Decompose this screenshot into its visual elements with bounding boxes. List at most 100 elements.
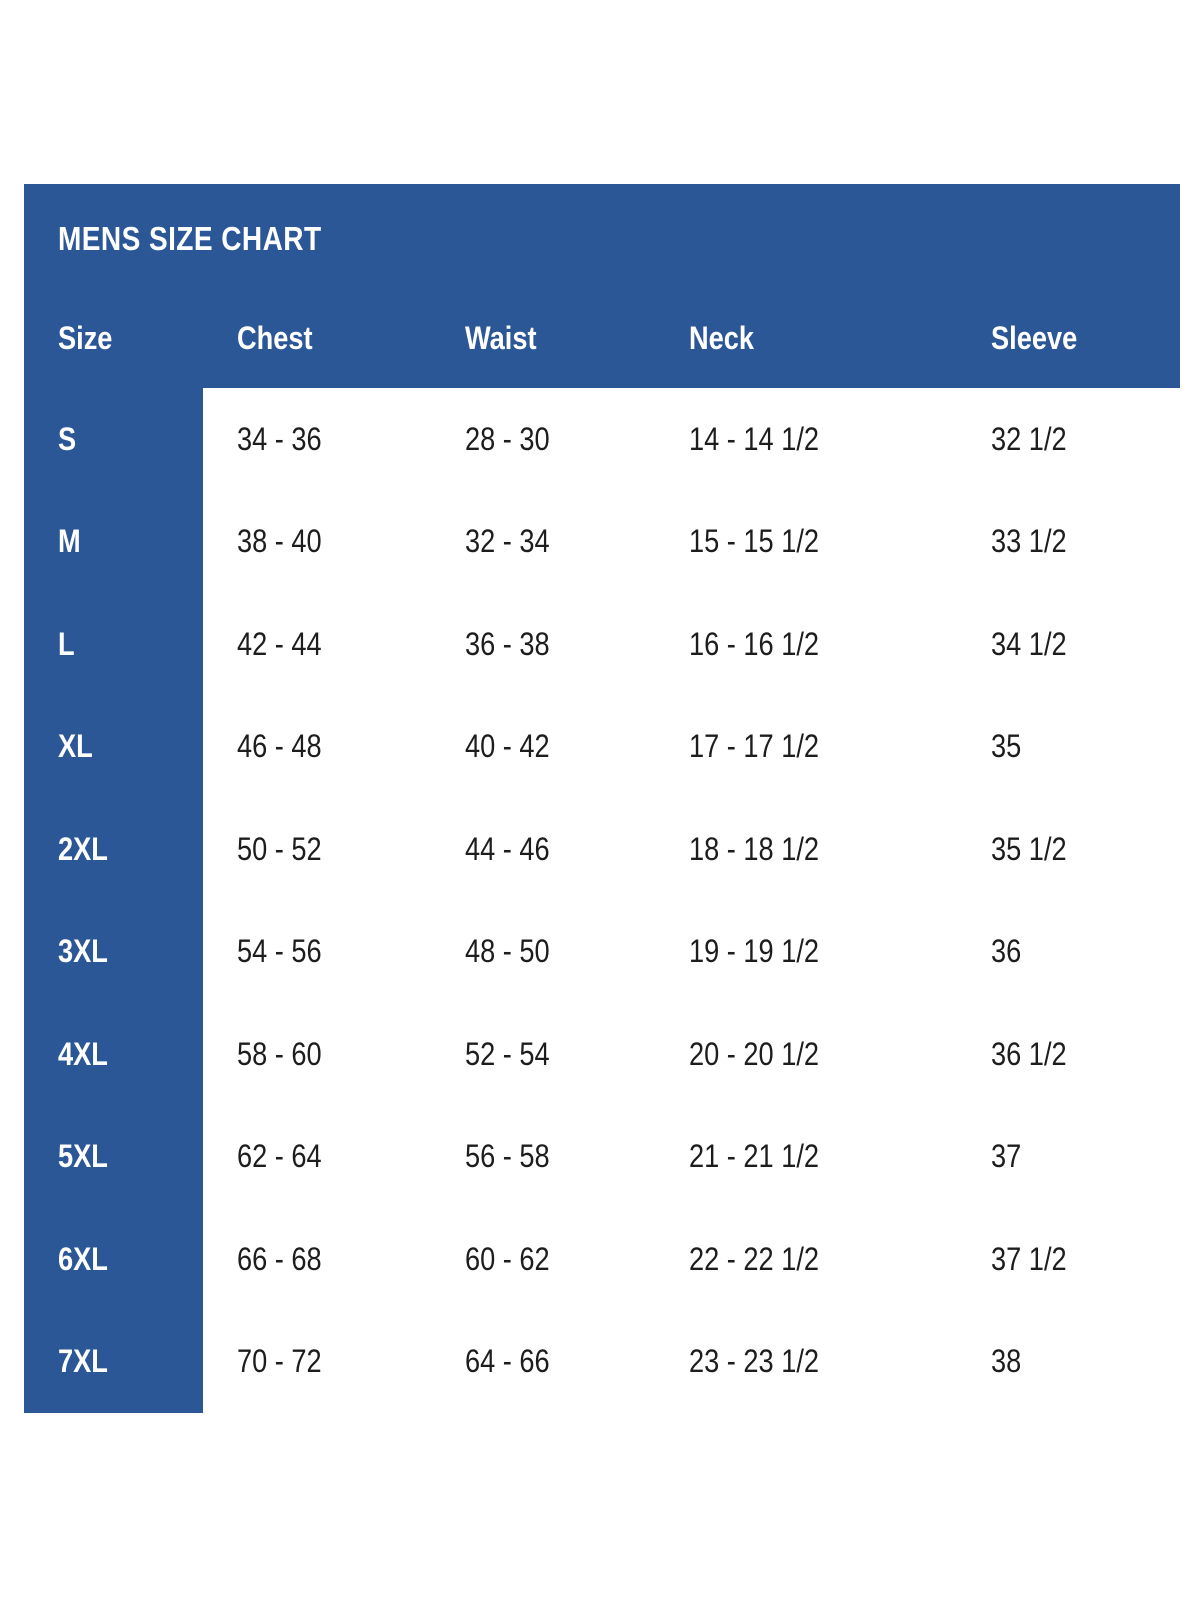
size-cell: M	[24, 490, 237, 593]
sleeve-value-text: 35	[991, 728, 1022, 765]
waist-value-text: 36 - 38	[465, 625, 550, 662]
size-label: XL	[58, 728, 93, 765]
table-row: 4XL 58 - 60 52 - 54 20 - 20 1/2 36 1/2	[24, 1003, 1180, 1106]
chest-value-text: 46 - 48	[237, 728, 322, 765]
sleeve-value-text: 35 1/2	[991, 830, 1067, 867]
sleeve-value: 37	[991, 1138, 1180, 1175]
size-label: 5XL	[58, 1138, 108, 1175]
waist-value: 28 - 30	[465, 421, 689, 458]
size-label: 2XL	[58, 830, 108, 867]
chest-value-text: 34 - 36	[237, 420, 322, 457]
neck-value: 18 - 18 1/2	[689, 831, 991, 868]
size-cell: 3XL	[24, 900, 237, 1003]
waist-value: 40 - 42	[465, 728, 689, 765]
neck-value-text: 20 - 20 1/2	[689, 1035, 820, 1072]
waist-value-text: 44 - 46	[465, 830, 550, 867]
chest-value-text: 50 - 52	[237, 830, 322, 867]
sleeve-value: 35	[991, 728, 1180, 765]
table-row: 6XL 66 - 68 60 - 62 22 - 22 1/2 37 1/2	[24, 1208, 1180, 1311]
neck-value: 17 - 17 1/2	[689, 728, 991, 765]
table-row: 2XL 50 - 52 44 - 46 18 - 18 1/2 35 1/2	[24, 798, 1180, 901]
waist-value: 56 - 58	[465, 1138, 689, 1175]
chest-value: 42 - 44	[237, 626, 465, 663]
column-header-neck: Neck	[689, 318, 991, 358]
neck-value-text: 19 - 19 1/2	[689, 933, 820, 970]
size-cell: 2XL	[24, 798, 237, 901]
size-chip: 6XL	[24, 1208, 203, 1311]
size-cell: S	[24, 388, 237, 491]
sleeve-value-text: 36	[991, 933, 1022, 970]
waist-value-text: 48 - 50	[465, 933, 550, 970]
neck-value-text: 17 - 17 1/2	[689, 728, 820, 765]
size-chip: 4XL	[24, 1003, 203, 1106]
waist-value-text: 32 - 34	[465, 523, 550, 560]
neck-value-text: 18 - 18 1/2	[689, 830, 820, 867]
neck-value: 23 - 23 1/2	[689, 1343, 991, 1380]
neck-value-text: 21 - 21 1/2	[689, 1138, 820, 1175]
chest-value-text: 70 - 72	[237, 1343, 322, 1380]
chest-value: 50 - 52	[237, 831, 465, 868]
column-header-size-label: Size	[58, 320, 113, 356]
size-cell: 5XL	[24, 1105, 237, 1208]
column-header-row: Size Chest Waist Neck Sleeve	[24, 318, 1180, 358]
neck-value-text: 23 - 23 1/2	[689, 1343, 820, 1380]
chest-value-text: 66 - 68	[237, 1240, 322, 1277]
size-chip: L	[24, 593, 203, 696]
chest-value: 62 - 64	[237, 1138, 465, 1175]
sleeve-value-text: 37	[991, 1138, 1022, 1175]
neck-value: 19 - 19 1/2	[689, 933, 991, 970]
chest-value: 58 - 60	[237, 1036, 465, 1073]
column-header-waist-label: Waist	[465, 320, 537, 356]
waist-value-text: 52 - 54	[465, 1035, 550, 1072]
column-header-waist: Waist	[465, 318, 689, 358]
sleeve-value: 36	[991, 933, 1180, 970]
neck-value-text: 16 - 16 1/2	[689, 625, 820, 662]
table-row: XL 46 - 48 40 - 42 17 - 17 1/2 35	[24, 695, 1180, 798]
neck-value: 21 - 21 1/2	[689, 1138, 991, 1175]
size-cell: L	[24, 593, 237, 696]
size-chip: S	[24, 388, 203, 491]
chest-value-text: 54 - 56	[237, 933, 322, 970]
neck-value: 16 - 16 1/2	[689, 626, 991, 663]
neck-value: 22 - 22 1/2	[689, 1241, 991, 1278]
waist-value-text: 56 - 58	[465, 1138, 550, 1175]
sleeve-value: 35 1/2	[991, 831, 1180, 868]
chart-body: S 34 - 36 28 - 30 14 - 14 1/2 32 1/2 M 3…	[24, 388, 1180, 1413]
waist-value: 52 - 54	[465, 1036, 689, 1073]
chest-value-text: 38 - 40	[237, 523, 322, 560]
waist-value-text: 40 - 42	[465, 728, 550, 765]
waist-value: 36 - 38	[465, 626, 689, 663]
sleeve-value: 38	[991, 1343, 1180, 1380]
table-row: M 38 - 40 32 - 34 15 - 15 1/2 33 1/2	[24, 490, 1180, 593]
sleeve-value: 32 1/2	[991, 421, 1180, 458]
size-label: M	[58, 523, 81, 560]
sleeve-value-text: 33 1/2	[991, 523, 1067, 560]
neck-value: 14 - 14 1/2	[689, 421, 991, 458]
size-label: 3XL	[58, 933, 108, 970]
size-chip: M	[24, 490, 203, 593]
size-label: 7XL	[58, 1343, 108, 1380]
sleeve-value-text: 38	[991, 1343, 1022, 1380]
chest-value: 54 - 56	[237, 933, 465, 970]
column-header-sleeve-label: Sleeve	[991, 320, 1078, 356]
neck-value-text: 22 - 22 1/2	[689, 1240, 820, 1277]
size-chip: XL	[24, 695, 203, 798]
neck-value-text: 14 - 14 1/2	[689, 420, 820, 457]
sleeve-value-text: 36 1/2	[991, 1035, 1067, 1072]
waist-value: 44 - 46	[465, 831, 689, 868]
size-cell: 6XL	[24, 1208, 237, 1311]
waist-value-text: 60 - 62	[465, 1240, 550, 1277]
column-header-neck-label: Neck	[689, 320, 755, 356]
neck-value: 15 - 15 1/2	[689, 523, 991, 560]
size-label: L	[58, 625, 75, 662]
waist-value: 32 - 34	[465, 523, 689, 560]
waist-value: 48 - 50	[465, 933, 689, 970]
sleeve-value: 36 1/2	[991, 1036, 1180, 1073]
chest-value-text: 42 - 44	[237, 625, 322, 662]
size-chip: 2XL	[24, 798, 203, 901]
chest-value: 66 - 68	[237, 1241, 465, 1278]
chest-value: 46 - 48	[237, 728, 465, 765]
sleeve-value: 34 1/2	[991, 626, 1180, 663]
size-label: S	[58, 420, 77, 457]
size-label: 6XL	[58, 1240, 108, 1277]
